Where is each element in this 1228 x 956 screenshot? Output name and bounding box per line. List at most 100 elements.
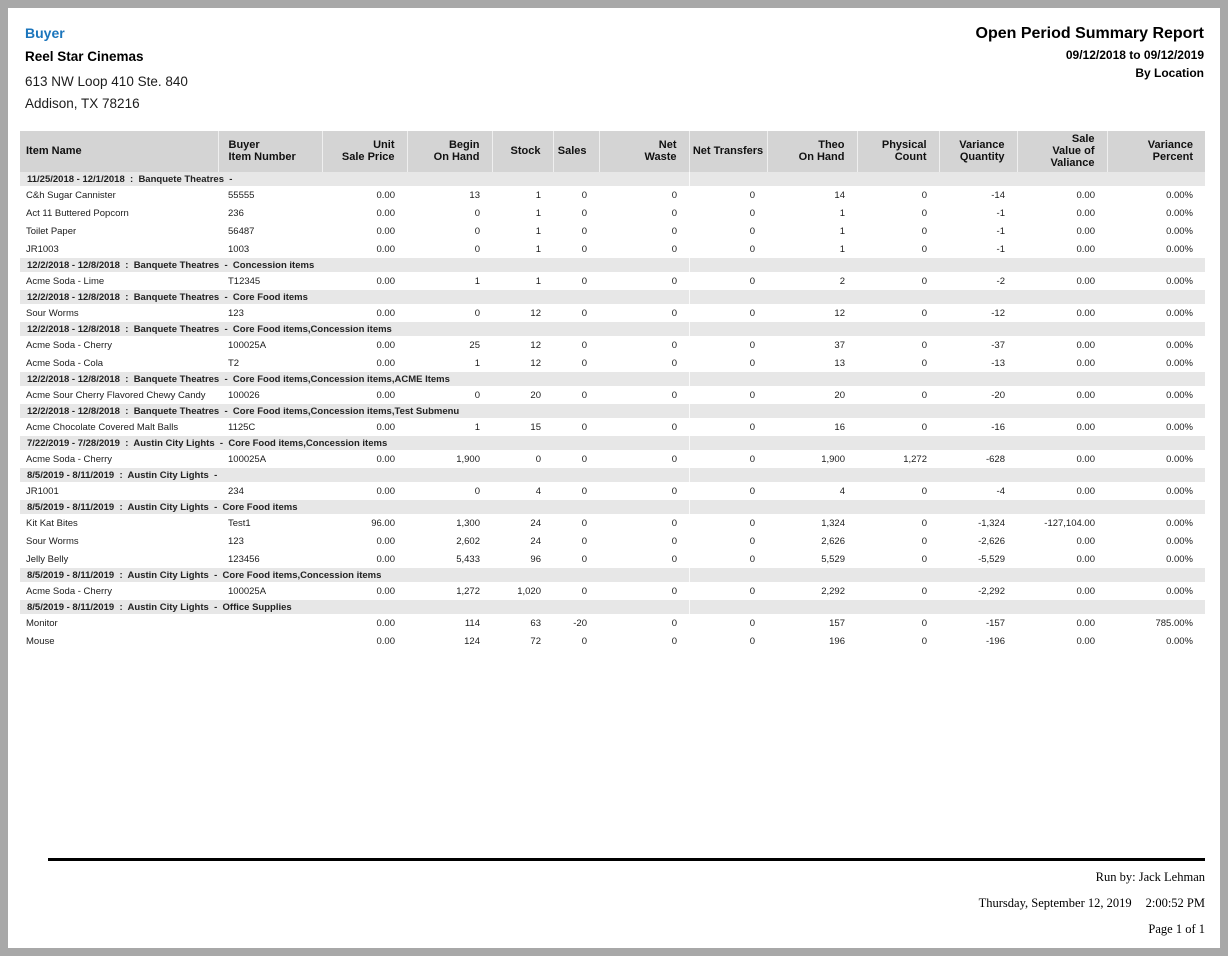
column-header-net-waste: Net Waste bbox=[598, 131, 689, 172]
cell-net-transfers: 0 bbox=[749, 307, 755, 319]
cell-physical-count: 0 bbox=[921, 485, 927, 497]
section-header-row: 12/2/2018 - 12/8/2018 : Banquete Theatre… bbox=[20, 372, 1205, 386]
cell-variance-quantity: -2,292 bbox=[978, 585, 1005, 597]
cell-begin-on-hand: 1,272 bbox=[456, 585, 480, 597]
cell-unit-sale-price: 0.00 bbox=[376, 207, 396, 219]
cell-physical-count: 0 bbox=[921, 517, 927, 529]
cell-variance-quantity: -1,324 bbox=[978, 517, 1005, 529]
cell-net-transfers: 0 bbox=[749, 275, 755, 287]
cell-net-waste: 0 bbox=[671, 635, 677, 647]
cell-stock: 1 bbox=[535, 189, 541, 201]
cell-theo-on-hand: 14 bbox=[834, 189, 845, 201]
open-period-summary-table: Item Name Buyer Item Number Unit Sale Pric… bbox=[20, 131, 1205, 650]
section-label: 12/2/2018 - 12/8/2018 : Banquete Theatre… bbox=[27, 291, 308, 303]
cell-stock: 24 bbox=[530, 517, 541, 529]
footer-run-date: Thursday, September 12, 2019 bbox=[978, 896, 1132, 910]
cell-stock: 0 bbox=[535, 453, 541, 465]
cell-net-transfers: 0 bbox=[749, 243, 755, 255]
cell-net-waste: 0 bbox=[671, 189, 677, 201]
cell-sales: 0 bbox=[581, 535, 587, 547]
cell-variance-percent: 0.00% bbox=[1166, 243, 1193, 255]
cell-sale-value-of-valiance: -127,104.00 bbox=[1044, 517, 1095, 529]
cell-variance-percent: 0.00% bbox=[1166, 189, 1193, 201]
cell-physical-count: 0 bbox=[921, 553, 927, 565]
section-header-row: 12/2/2018 - 12/8/2018 : Banquete Theatre… bbox=[20, 258, 1205, 272]
report-page: Buyer Reel Star Cinemas 613 NW Loop 410 … bbox=[8, 8, 1220, 948]
cell-theo-on-hand: 1,324 bbox=[821, 517, 845, 529]
item-row: Acme Soda - Cherry 100025A 0.00 1,900 0 0 0 0 1,… bbox=[20, 450, 1205, 468]
cell-theo-on-hand: 16 bbox=[834, 421, 845, 433]
section-label: 8/5/2019 - 8/11/2019 : Austin City Light… bbox=[27, 569, 382, 581]
column-header-variance-quantity: Variance Quantity bbox=[938, 131, 1017, 172]
cell-buyer-item-number: 100026 bbox=[228, 389, 260, 401]
section-band-left: 8/5/2019 - 8/11/2019 : Austin City Light… bbox=[20, 500, 689, 514]
cell-sale-value-of-valiance: 0.00 bbox=[1076, 585, 1096, 597]
section-label: 8/5/2019 - 8/11/2019 : Austin City Light… bbox=[27, 601, 292, 613]
section-band-left: 8/5/2019 - 8/11/2019 : Austin City Light… bbox=[20, 568, 689, 582]
cell-net-waste: 0 bbox=[671, 585, 677, 597]
report-grouping: By Location bbox=[1135, 66, 1204, 80]
cell-net-transfers: 0 bbox=[749, 357, 755, 369]
cell-theo-on-hand: 5,529 bbox=[821, 553, 845, 565]
cell-physical-count: 0 bbox=[921, 243, 927, 255]
cell-net-transfers: 0 bbox=[749, 635, 755, 647]
cell-buyer-item-number: Test1 bbox=[228, 517, 251, 529]
cell-theo-on-hand: 1 bbox=[839, 243, 845, 255]
cell-net-transfers: 0 bbox=[749, 585, 755, 597]
cell-item-name: Acme Soda - Cherry bbox=[26, 453, 113, 465]
column-header-stock: Stock bbox=[491, 131, 553, 172]
cell-variance-quantity: -2 bbox=[996, 275, 1005, 287]
cell-physical-count: 1,272 bbox=[903, 453, 927, 465]
section-band-right bbox=[688, 500, 1205, 514]
cell-stock: 12 bbox=[530, 307, 541, 319]
cell-item-name: Toilet Paper bbox=[26, 225, 77, 237]
cell-unit-sale-price: 0.00 bbox=[376, 617, 396, 629]
cell-sales: -20 bbox=[573, 617, 587, 629]
cell-sale-value-of-valiance: 0.00 bbox=[1076, 357, 1096, 369]
cell-unit-sale-price: 0.00 bbox=[376, 275, 396, 287]
item-row: Sour Worms 123 0.00 2,602 24 0 0 0 2,626 0 -2,626 0… bbox=[20, 532, 1205, 550]
cell-unit-sale-price: 0.00 bbox=[376, 421, 396, 433]
cell-begin-on-hand: 1,300 bbox=[456, 517, 480, 529]
cell-sale-value-of-valiance: 0.00 bbox=[1076, 243, 1096, 255]
cell-begin-on-hand: 0 bbox=[474, 225, 480, 237]
column-header-physical-count: Physical Count bbox=[856, 131, 939, 172]
item-row: Acme Soda - Cherry 100025A 0.00 1,272 1,020 0… bbox=[20, 582, 1205, 600]
cell-physical-count: 0 bbox=[921, 617, 927, 629]
cell-sales: 0 bbox=[581, 517, 587, 529]
cell-variance-percent: 0.00% bbox=[1166, 585, 1193, 597]
cell-buyer-item-number: T2 bbox=[228, 357, 240, 369]
cell-item-name: Acme Soda - Lime bbox=[26, 275, 105, 287]
cell-stock: 24 bbox=[530, 535, 541, 547]
cell-variance-quantity: -13 bbox=[991, 357, 1005, 369]
cell-net-waste: 0 bbox=[671, 243, 677, 255]
cell-stock: 1 bbox=[535, 225, 541, 237]
section-band-left: 7/22/2019 - 7/28/2019 : Austin City Ligh… bbox=[20, 436, 689, 450]
cell-sales: 0 bbox=[581, 389, 587, 401]
section-header-row: 8/5/2019 - 8/11/2019 : Austin City Light… bbox=[20, 568, 1205, 582]
cell-net-waste: 0 bbox=[671, 225, 677, 237]
cell-buyer-item-number: 1125C bbox=[228, 421, 256, 433]
cell-buyer-item-number: 1003 bbox=[228, 243, 250, 255]
cell-sales: 0 bbox=[581, 275, 587, 287]
cell-unit-sale-price: 0.00 bbox=[376, 339, 396, 351]
cell-variance-percent: 0.00% bbox=[1166, 275, 1193, 287]
cell-variance-percent: 0.00% bbox=[1166, 517, 1193, 529]
cell-sale-value-of-valiance: 0.00 bbox=[1076, 307, 1096, 319]
cell-begin-on-hand: 0 bbox=[474, 485, 480, 497]
section-band-right bbox=[688, 258, 1205, 272]
cell-item-name: Sour Worms bbox=[26, 535, 79, 547]
company-name: Reel Star Cinemas bbox=[25, 49, 144, 64]
cell-net-transfers: 0 bbox=[749, 453, 755, 465]
cell-theo-on-hand: 2,292 bbox=[821, 585, 845, 597]
cell-variance-percent: 0.00% bbox=[1166, 421, 1193, 433]
cell-buyer-item-number: 100025A bbox=[228, 339, 267, 351]
cell-begin-on-hand: 1 bbox=[474, 357, 480, 369]
cell-net-waste: 0 bbox=[671, 357, 677, 369]
cell-net-transfers: 0 bbox=[749, 421, 755, 433]
item-row: Monitor 0.00 114 63 -20 0 0 157 0 -157 0.00 785.00% bbox=[20, 614, 1205, 632]
section-band-right bbox=[688, 404, 1205, 418]
cell-net-transfers: 0 bbox=[749, 617, 755, 629]
cell-variance-quantity: -2,626 bbox=[978, 535, 1005, 547]
cell-variance-quantity: -157 bbox=[985, 617, 1005, 629]
